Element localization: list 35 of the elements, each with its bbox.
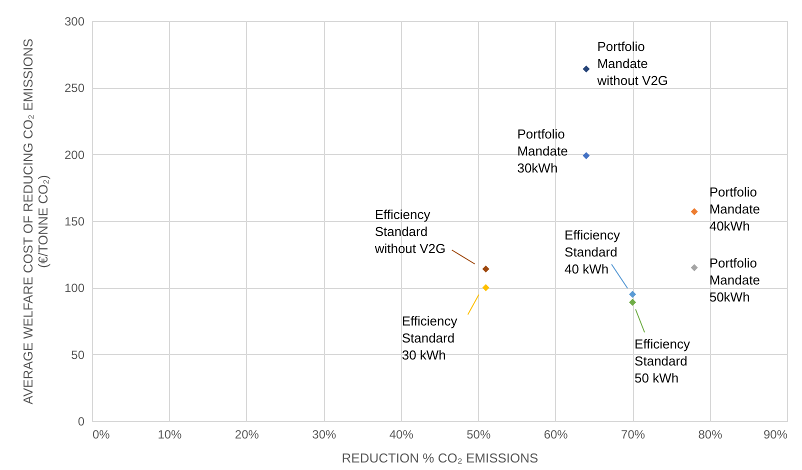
y-tick-label: 0	[78, 414, 85, 428]
y-axis-title: AVERAGE WELFARE COST OF REDUCING CO₂ EMISSIONS (€/TONNE CO₂)	[20, 38, 50, 404]
x-tick-label: 20%	[234, 428, 260, 442]
x-tick-label: 0%	[92, 428, 110, 442]
series-label: Portfolio Mandate without V2G	[596, 39, 668, 88]
point	[582, 65, 590, 73]
point	[690, 264, 698, 272]
y-tick-label: 250	[64, 81, 85, 96]
x-axis-title: REDUCTION % CO₂ EMISSIONS	[342, 450, 539, 466]
text: Efficiency Standard 30 kWh	[402, 314, 458, 363]
point	[482, 284, 490, 292]
point	[690, 208, 698, 216]
point	[629, 298, 636, 306]
y-tick-label: 150	[64, 214, 85, 228]
y-tick-label: 100	[64, 281, 85, 296]
y-tick-label: 200	[64, 148, 85, 162]
point	[629, 290, 636, 298]
x-tick-label: 50%	[466, 428, 491, 442]
text: Efficiency Standard without V2G	[374, 207, 446, 256]
point	[582, 152, 590, 160]
y-tick-label: 300	[64, 14, 85, 28]
x-tick-label: 90%	[763, 428, 788, 442]
x-tick-label: 10%	[158, 428, 182, 442]
x-tick-label: 70%	[621, 428, 646, 442]
x-tick-label: 80%	[698, 428, 723, 442]
x-tick-label: 40%	[389, 428, 414, 442]
series-label: Efficiency Standard 40 kWh	[564, 227, 620, 276]
point	[482, 265, 490, 273]
x-tick-label: 60%	[544, 428, 568, 442]
series-label: Portfolio Mandate 40kWh	[709, 184, 760, 234]
legend-label: Efficiency Standard 50 kWh	[634, 336, 690, 386]
y-tick-label: 50	[71, 348, 85, 362]
series-label: Portfolio Mandate 30kWh	[517, 126, 568, 176]
series-label: Portfolio Mandate 50kWh	[709, 256, 760, 305]
x-tick-label: 30%	[312, 428, 336, 442]
